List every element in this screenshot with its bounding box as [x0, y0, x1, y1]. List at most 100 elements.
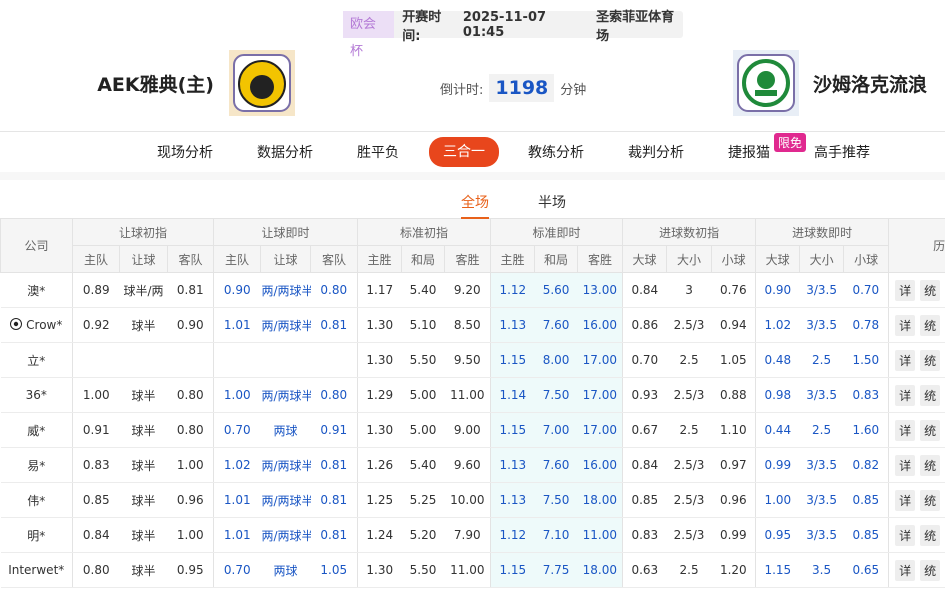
subtab[interactable]: 半场	[538, 195, 566, 211]
odds-cell: 9.50	[444, 342, 491, 378]
odds-cell: 2.5	[799, 342, 844, 378]
action-button[interactable]: 详	[895, 384, 916, 406]
actions: 详统	[888, 517, 945, 553]
action-button[interactable]: 详	[895, 524, 916, 546]
action-button[interactable]: 详	[895, 454, 916, 476]
odds-cell: 1.05	[711, 342, 756, 378]
badge: 限免	[774, 133, 807, 152]
nav-tab[interactable]: 数据分析	[257, 145, 313, 161]
odds-cell	[119, 342, 168, 378]
odds-cell: 0.86	[622, 307, 667, 343]
subtab[interactable]: 全场	[461, 192, 489, 219]
odds-cell: 1.00	[755, 482, 800, 518]
odds-cell: 17.00	[577, 342, 623, 378]
odds-cell: 0.84	[622, 272, 667, 308]
odds-cell: 2.5/3	[666, 482, 712, 518]
action-button[interactable]: 统	[920, 559, 941, 581]
action-button[interactable]: 统	[920, 454, 941, 476]
odds-cell: 0.80	[167, 377, 214, 413]
action-button[interactable]: 统	[920, 524, 941, 546]
odds-cell: 0.96	[167, 482, 214, 518]
company: 伟*	[0, 482, 73, 518]
group-header: 历	[888, 218, 945, 273]
action-button[interactable]: 统	[920, 384, 941, 406]
odds-cell: 1.24	[357, 517, 402, 553]
odds-cell: 18.00	[577, 552, 623, 588]
group-header: 标准即时	[490, 218, 624, 246]
action-button[interactable]: 详	[895, 279, 916, 301]
odds-table: 公司 让球初指 让球即时 标准初指 标准即时 进球数初指 进球数即时历主队 让球 客队 主队 让球客…	[0, 218, 945, 588]
odds-cell: 3/3.5	[799, 517, 844, 553]
action-button[interactable]: 详	[895, 559, 916, 581]
odds-cell: 0.80	[167, 412, 214, 448]
odds-cell: 1.13	[490, 307, 535, 343]
column-header: 主队	[213, 245, 262, 273]
divider	[0, 131, 945, 132]
odds-cell: 11.00	[577, 517, 623, 553]
actions: 详统	[888, 377, 945, 413]
odds-cell: 1.30	[357, 412, 402, 448]
column-header: 小球	[711, 245, 757, 273]
odds-cell: 7.75	[534, 552, 578, 588]
nav-tab[interactable]: 现场分析	[157, 145, 213, 161]
away-logo[interactable]	[733, 50, 799, 116]
column-header: 让球	[260, 245, 312, 273]
odds-row: 立* 1.30 5.50 9.50 1.15 8.00 17.00 0.70 2.5 1.05 0.…	[0, 342, 945, 378]
odds-cell: 0.90	[755, 272, 800, 308]
action-button[interactable]: 详	[895, 419, 916, 441]
action-button[interactable]: 统	[920, 314, 941, 336]
odds-cell: 8.50	[444, 307, 491, 343]
odds-cell: 7.00	[534, 412, 578, 448]
league[interactable]: 欧会杯	[343, 11, 395, 59]
action-button[interactable]: 详	[895, 489, 916, 511]
odds-cell: 7.10	[534, 517, 578, 553]
odds-cell: 3/3.5	[799, 377, 844, 413]
header-row: 主队 让球 客队 主队 让球 客队 主胜 和局 客胜 主胜 和局 客胜 大球 大小 小球 大球 大小 小球	[1, 245, 945, 273]
company: Crow*	[0, 307, 73, 343]
column-header: 大球	[622, 245, 668, 273]
action-button[interactable]: 统	[920, 489, 941, 511]
odds-cell: 5.10	[401, 307, 445, 343]
nav-tab[interactable]: 三合一	[429, 137, 499, 167]
actions: 详统	[888, 447, 945, 483]
action-button[interactable]: 统	[920, 349, 941, 371]
nav-tab[interactable]: 高手推荐	[814, 145, 870, 161]
action-button[interactable]: 详	[895, 349, 916, 371]
column-header: 客胜	[444, 245, 492, 273]
nav-tab[interactable]: 教练分析	[528, 145, 584, 161]
odds-cell: 1.30	[357, 552, 402, 588]
nav-tab[interactable]: 胜平负	[357, 145, 399, 161]
odds-cell: 0.80	[310, 272, 358, 308]
nav-tab[interactable]: 捷报猫	[728, 145, 770, 161]
nav-tab[interactable]: 裁判分析	[628, 145, 684, 161]
odds-cell: 5.00	[401, 377, 445, 413]
column-header: 和局	[401, 245, 446, 273]
odds-cell: 0.70	[622, 342, 667, 378]
odds-cell: 1.50	[843, 342, 889, 378]
home-logo[interactable]	[229, 50, 295, 116]
away-team[interactable]: 沙姆洛克流浪	[813, 74, 928, 96]
odds-cell: 1.01	[213, 307, 261, 343]
odds-cell: 0.99	[755, 447, 800, 483]
odds-cell: 5.40	[401, 447, 445, 483]
action-button[interactable]: 统	[920, 279, 941, 301]
odds-cell: 11.00	[444, 377, 491, 413]
odds-cell: 0.92	[72, 307, 120, 343]
odds-cell: 0.83	[72, 447, 120, 483]
odds-cell: 0.85	[622, 482, 667, 518]
odds-cell: 16.00	[577, 307, 623, 343]
countdown-value: 1198	[489, 74, 555, 102]
action-button[interactable]: 详	[895, 314, 916, 336]
kickoff: 2025-11-07 01:45	[462, 9, 547, 40]
odds-cell	[260, 342, 311, 378]
actions: 详统	[888, 307, 945, 343]
odds-cell: 1.05	[310, 552, 358, 588]
action-button[interactable]: 统	[920, 419, 941, 441]
odds-cell: 0.70	[213, 552, 261, 588]
home-team[interactable]: AEK雅典(主)	[97, 74, 214, 96]
company: 立*	[0, 342, 73, 378]
odds-cell: 5.50	[401, 342, 445, 378]
company-name: 立*	[27, 353, 46, 368]
odds-cell: 1.01	[213, 517, 261, 553]
company: Interwet*	[0, 552, 73, 588]
